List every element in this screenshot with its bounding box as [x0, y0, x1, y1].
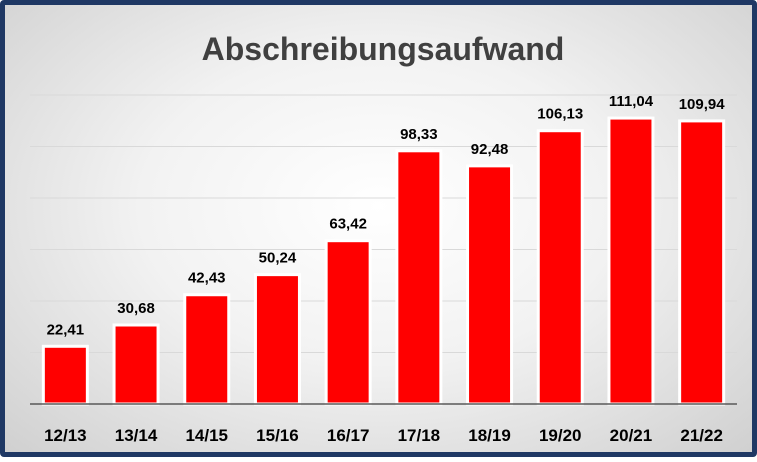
- x-tick-label: 13/14: [115, 426, 158, 445]
- data-label: 30,68: [117, 300, 155, 317]
- bar: [395, 149, 443, 406]
- x-tick-label: 14/15: [185, 426, 228, 445]
- x-tick-label: 17/18: [398, 426, 441, 445]
- data-label: 63,42: [329, 216, 367, 233]
- x-tick-label: 16/17: [327, 426, 370, 445]
- chart-title: Abschreibungsaufwand: [202, 31, 565, 67]
- bar: [183, 293, 231, 406]
- x-tick-label: 21/22: [680, 426, 723, 445]
- bar: [41, 344, 89, 406]
- x-tick-labels: 12/13 13/14 14/15 15/16 16/17 17/18 18/19 19/20…: [44, 426, 723, 445]
- data-label: 92,48: [471, 141, 509, 158]
- x-tick-label: 19/20: [539, 426, 582, 445]
- data-label: 111,04: [609, 93, 654, 110]
- value-labels: 22,41 30,68 42,43 50,24 63,42 98,33 92,48 106,1…: [47, 93, 726, 338]
- x-tick-label: 12/13: [44, 426, 87, 445]
- bar: [324, 239, 372, 406]
- data-label: 106,13: [537, 106, 583, 123]
- x-tick-label: 15/16: [256, 426, 299, 445]
- data-label: 109,94: [679, 96, 726, 113]
- bar-chart: Abschreibungsaufwand 22,41 30,68 42,43 50,2…: [30, 31, 737, 445]
- bar: [253, 273, 301, 406]
- bar: [607, 116, 655, 406]
- bar: [466, 164, 514, 406]
- data-label: 50,24: [259, 250, 297, 267]
- x-tick-label: 18/19: [468, 426, 511, 445]
- bars: [41, 116, 726, 406]
- data-label: 98,33: [400, 126, 438, 143]
- data-label: 22,41: [47, 321, 85, 338]
- x-tick-label: 20/21: [610, 426, 653, 445]
- bar: [678, 119, 726, 406]
- data-label: 42,43: [188, 270, 226, 287]
- bar: [112, 323, 160, 406]
- bar: [536, 129, 584, 406]
